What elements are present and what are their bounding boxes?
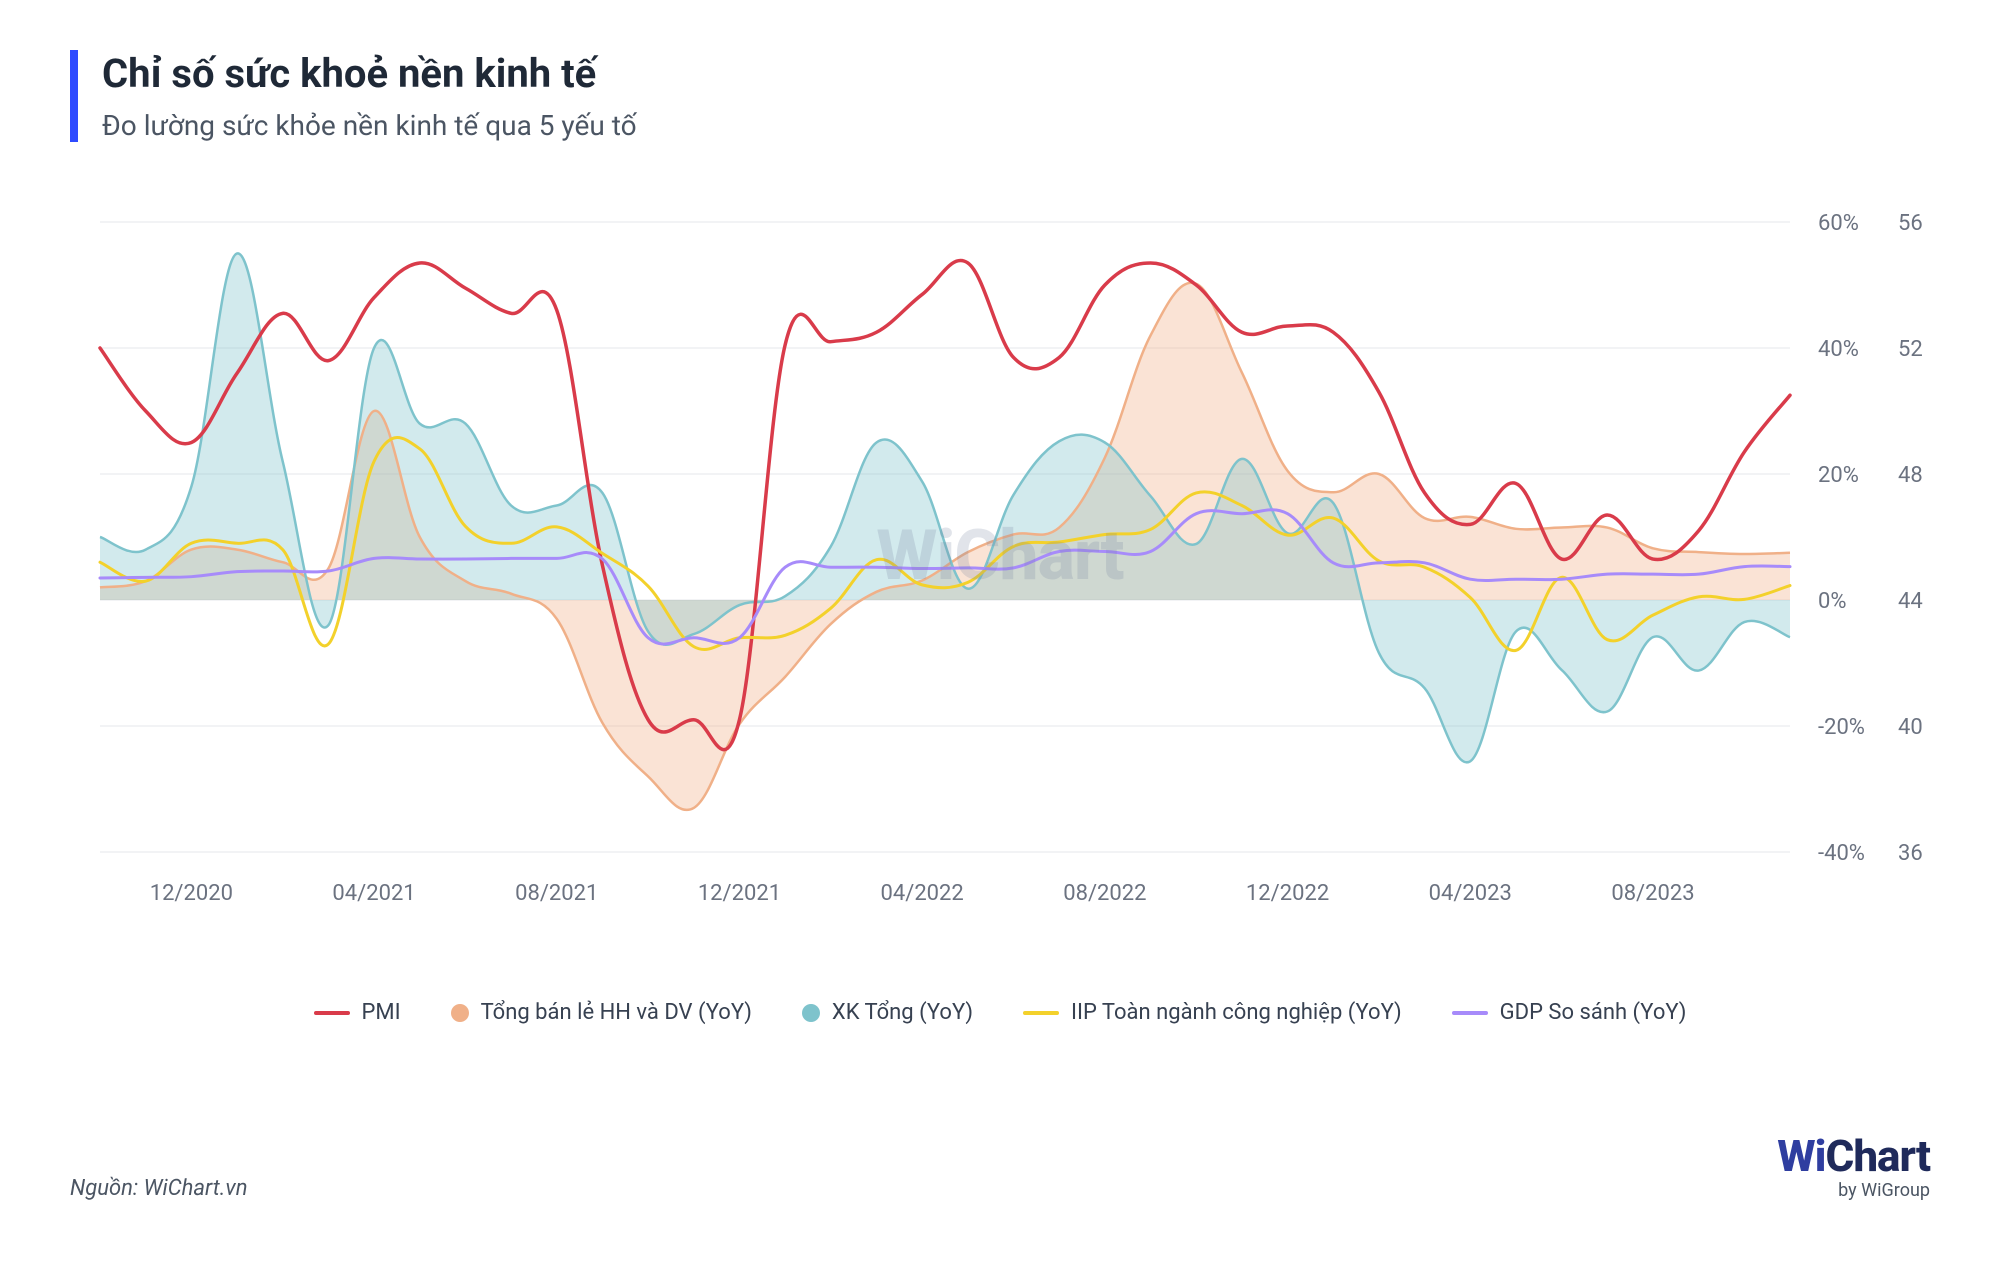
svg-text:12/2021: 12/2021 — [698, 881, 781, 906]
svg-text:20%: 20% — [1818, 463, 1859, 488]
brand-byline: by WiGroup — [1777, 1180, 1930, 1201]
chart-container: WiChart -40%-20%0%20%40%60%3640444852561… — [70, 172, 1930, 972]
chart-subtitle: Đo lường sức khỏe nền kinh tế qua 5 yếu … — [102, 109, 637, 142]
svg-text:36: 36 — [1898, 841, 1923, 866]
svg-text:12/2022: 12/2022 — [1246, 881, 1329, 906]
svg-text:08/2023: 08/2023 — [1611, 881, 1694, 906]
title-accent-bar — [70, 50, 78, 142]
footer: Nguồn: WiChart.vn WiChart by WiGroup — [70, 1130, 1930, 1201]
svg-text:-20%: -20% — [1818, 715, 1865, 740]
chart-legend: PMI Tổng bán lẻ HH và DV (YoY) XK Tổng (Yo… — [70, 1000, 1930, 1025]
legend-item-xk[interactable]: XK Tổng (YoY) — [802, 1000, 973, 1025]
svg-text:04/2022: 04/2022 — [881, 881, 964, 906]
svg-text:04/2021: 04/2021 — [332, 881, 415, 906]
svg-text:48: 48 — [1898, 463, 1923, 488]
svg-text:60%: 60% — [1818, 211, 1859, 236]
legend-item-pmi[interactable]: PMI — [314, 1000, 401, 1025]
svg-text:04/2023: 04/2023 — [1429, 881, 1512, 906]
svg-text:56: 56 — [1898, 211, 1923, 236]
legend-swatch-xk — [802, 1004, 820, 1022]
legend-label-gdp: GDP So sánh (YoY) — [1500, 1000, 1687, 1025]
legend-label-pmi: PMI — [362, 1000, 401, 1025]
legend-swatch-gdp — [1452, 1011, 1488, 1015]
svg-text:44: 44 — [1898, 589, 1923, 614]
legend-item-iip[interactable]: IIP Toàn ngành công nghiệp (YoY) — [1023, 1000, 1402, 1025]
page-root: Chỉ số sức khoẻ nền kinh tế Đo lường sức… — [0, 0, 2000, 1261]
svg-text:12/2020: 12/2020 — [150, 881, 233, 906]
legend-swatch-iip — [1023, 1011, 1059, 1015]
legend-label-iip: IIP Toàn ngành công nghiệp (YoY) — [1071, 1000, 1402, 1025]
source-label: Nguồn: WiChart.vn — [70, 1176, 247, 1201]
svg-text:08/2021: 08/2021 — [515, 881, 598, 906]
legend-label-retail: Tổng bán lẻ HH và DV (YoY) — [481, 1000, 752, 1025]
legend-label-xk: XK Tổng (YoY) — [832, 1000, 973, 1025]
legend-item-gdp[interactable]: GDP So sánh (YoY) — [1452, 1000, 1687, 1025]
svg-text:-40%: -40% — [1818, 841, 1865, 866]
chart-title: Chỉ số sức khoẻ nền kinh tế — [102, 50, 637, 97]
svg-text:52: 52 — [1898, 337, 1923, 362]
brand-logo-text: WiChart — [1777, 1130, 1930, 1182]
svg-text:08/2022: 08/2022 — [1063, 881, 1146, 906]
legend-swatch-pmi — [314, 1011, 350, 1015]
svg-text:40: 40 — [1898, 715, 1923, 740]
legend-item-retail[interactable]: Tổng bán lẻ HH và DV (YoY) — [451, 1000, 752, 1025]
svg-text:40%: 40% — [1818, 337, 1859, 362]
chart-header: Chỉ số sức khoẻ nền kinh tế Đo lường sức… — [70, 50, 1930, 142]
title-block: Chỉ số sức khoẻ nền kinh tế Đo lường sức… — [102, 50, 637, 142]
svg-text:0%: 0% — [1818, 589, 1846, 614]
brand-block: WiChart by WiGroup — [1777, 1130, 1930, 1201]
legend-swatch-retail — [451, 1004, 469, 1022]
chart-svg: -40% -20% 0% 20% 40% 60% 36 40 44 48 52 56 12/2020 04… — [70, 172, 1930, 972]
